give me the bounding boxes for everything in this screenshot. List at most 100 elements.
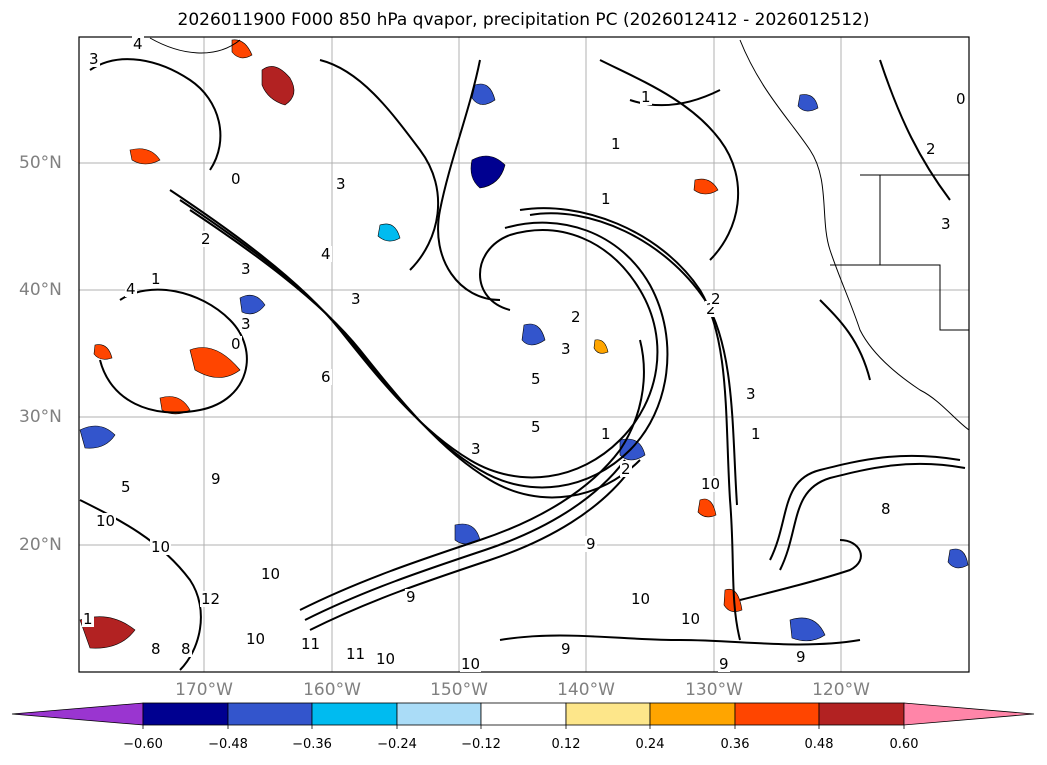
contour-value-label: 9 (210, 470, 222, 488)
colorbar-tick-label: 0.60 (889, 737, 919, 752)
map-background (79, 37, 969, 672)
contour-value-label: 5 (120, 478, 132, 496)
precip-blob-positive (79, 616, 136, 649)
chart-title: 2026011900 F000 850 hPa qvapor, precipit… (177, 10, 870, 30)
contour-line (819, 299, 871, 381)
colorbar (11, 702, 1035, 729)
contour-value-label: 12 (200, 590, 222, 608)
contour-value-label: 10 (375, 650, 397, 668)
contour-value-label: 9 (795, 648, 807, 666)
precip-blob-negative (797, 94, 819, 112)
precip-blob-positive (129, 148, 161, 165)
coastlines (149, 37, 969, 431)
contour-value-label: 10 (95, 512, 117, 530)
colorbar-tick-label: 0.24 (635, 737, 665, 752)
contour-value-label: 2 (570, 308, 582, 326)
contour-value-label: 11 (300, 635, 322, 653)
map-gridlines (79, 37, 969, 672)
contour-line (169, 189, 659, 479)
colorbar-segment (903, 702, 1035, 726)
precip-blob-positive (593, 339, 609, 354)
contour-value-label: 5 (530, 418, 542, 436)
contour-value-label: 1 (610, 135, 622, 153)
contour-value-label: 4 (132, 35, 144, 53)
contour-value-label: 1 (150, 270, 162, 288)
colorbar-segment (734, 702, 820, 726)
contour-value-label: 3 (335, 175, 347, 193)
precip-blob-negative (377, 223, 401, 242)
lat-label: 30°N (19, 407, 62, 427)
contour-value-label: 8 (150, 640, 162, 658)
contour-value-label: 2 (705, 300, 717, 318)
colorbar-tick-label: −0.48 (208, 737, 248, 752)
lat-label: 40°N (19, 280, 62, 300)
contour-value-label: 9 (718, 655, 730, 673)
lon-label: 160°W (303, 680, 361, 700)
colorbar-segment (11, 702, 144, 726)
lon-label: 130°W (685, 680, 743, 700)
contour-value-label: 3 (470, 440, 482, 458)
precipitation-fill (79, 39, 969, 649)
contour-value-label: 10 (630, 590, 652, 608)
contour-value-label: 11 (345, 645, 367, 663)
colorbar-tick-label: 0.36 (720, 737, 750, 752)
colorbar-segment (396, 702, 482, 726)
colorbar-tick-label: 0.12 (551, 737, 581, 752)
contour-value-label: 1 (640, 88, 652, 106)
colorbar-tick-label: −0.60 (123, 737, 163, 752)
contour-value-label: 3 (350, 290, 362, 308)
contour-value-label: 3 (940, 215, 952, 233)
contour-value-label: 5 (530, 370, 542, 388)
precip-blob-positive (723, 588, 743, 612)
precip-blob-negative (947, 548, 969, 569)
lat-label: 20°N (19, 535, 62, 555)
contour-line (499, 634, 861, 646)
precip-blob-positive (93, 344, 113, 360)
colorbar-segment (818, 702, 905, 726)
contour-value-label: 8 (880, 500, 892, 518)
precip-blob-negative (471, 83, 496, 105)
lon-label: 140°W (557, 680, 615, 700)
contour-value-label: 0 (230, 170, 242, 188)
contour-line (879, 59, 951, 201)
precip-blob-negative (521, 323, 546, 346)
contour-value-label: 2 (925, 140, 937, 158)
contour-line (739, 539, 862, 601)
contour-line (779, 462, 966, 571)
contour-value-label: 9 (585, 535, 597, 553)
precip-blob-negative (79, 425, 116, 449)
colorbar-tick-label: −0.12 (461, 737, 501, 752)
contour-value-label: 2 (710, 290, 722, 308)
contour-value-label: 3 (560, 340, 572, 358)
contour-value-label: 10 (150, 538, 172, 556)
contour-value-label: 1 (600, 425, 612, 443)
contour-value-label: 0 (230, 335, 242, 353)
contour-line (519, 207, 741, 641)
colorbar-ticks (142, 725, 905, 729)
contour-value-label: 9 (560, 640, 572, 658)
contour-value-label: 3 (745, 385, 757, 403)
contour-line (599, 59, 740, 261)
contour-line (629, 89, 721, 107)
contour-line (529, 212, 738, 506)
precip-blob-negative (239, 294, 266, 315)
precip-blob-positive (697, 498, 717, 518)
contour-line (99, 288, 248, 414)
lon-label: 150°W (430, 680, 488, 700)
precip-blob-positive (693, 178, 719, 195)
lon-label: 170°W (175, 680, 233, 700)
colorbar-segment (311, 702, 398, 726)
contour-value-label: 6 (320, 368, 332, 386)
contour-value-label: 3 (240, 260, 252, 278)
contour-value-label: 1 (600, 190, 612, 208)
colorbar-tick-label: 0.48 (804, 737, 834, 752)
contour-value-label: 3 (88, 50, 100, 68)
country-border (830, 264, 969, 331)
contour-value-label: 3 (240, 315, 252, 333)
colorbar-segment (480, 702, 567, 726)
contour-line (304, 459, 626, 621)
map-frame (78, 36, 970, 673)
contour-line (319, 59, 440, 271)
contour-value-label: 9 (405, 588, 417, 606)
contour-value-label: 8 (180, 640, 192, 658)
